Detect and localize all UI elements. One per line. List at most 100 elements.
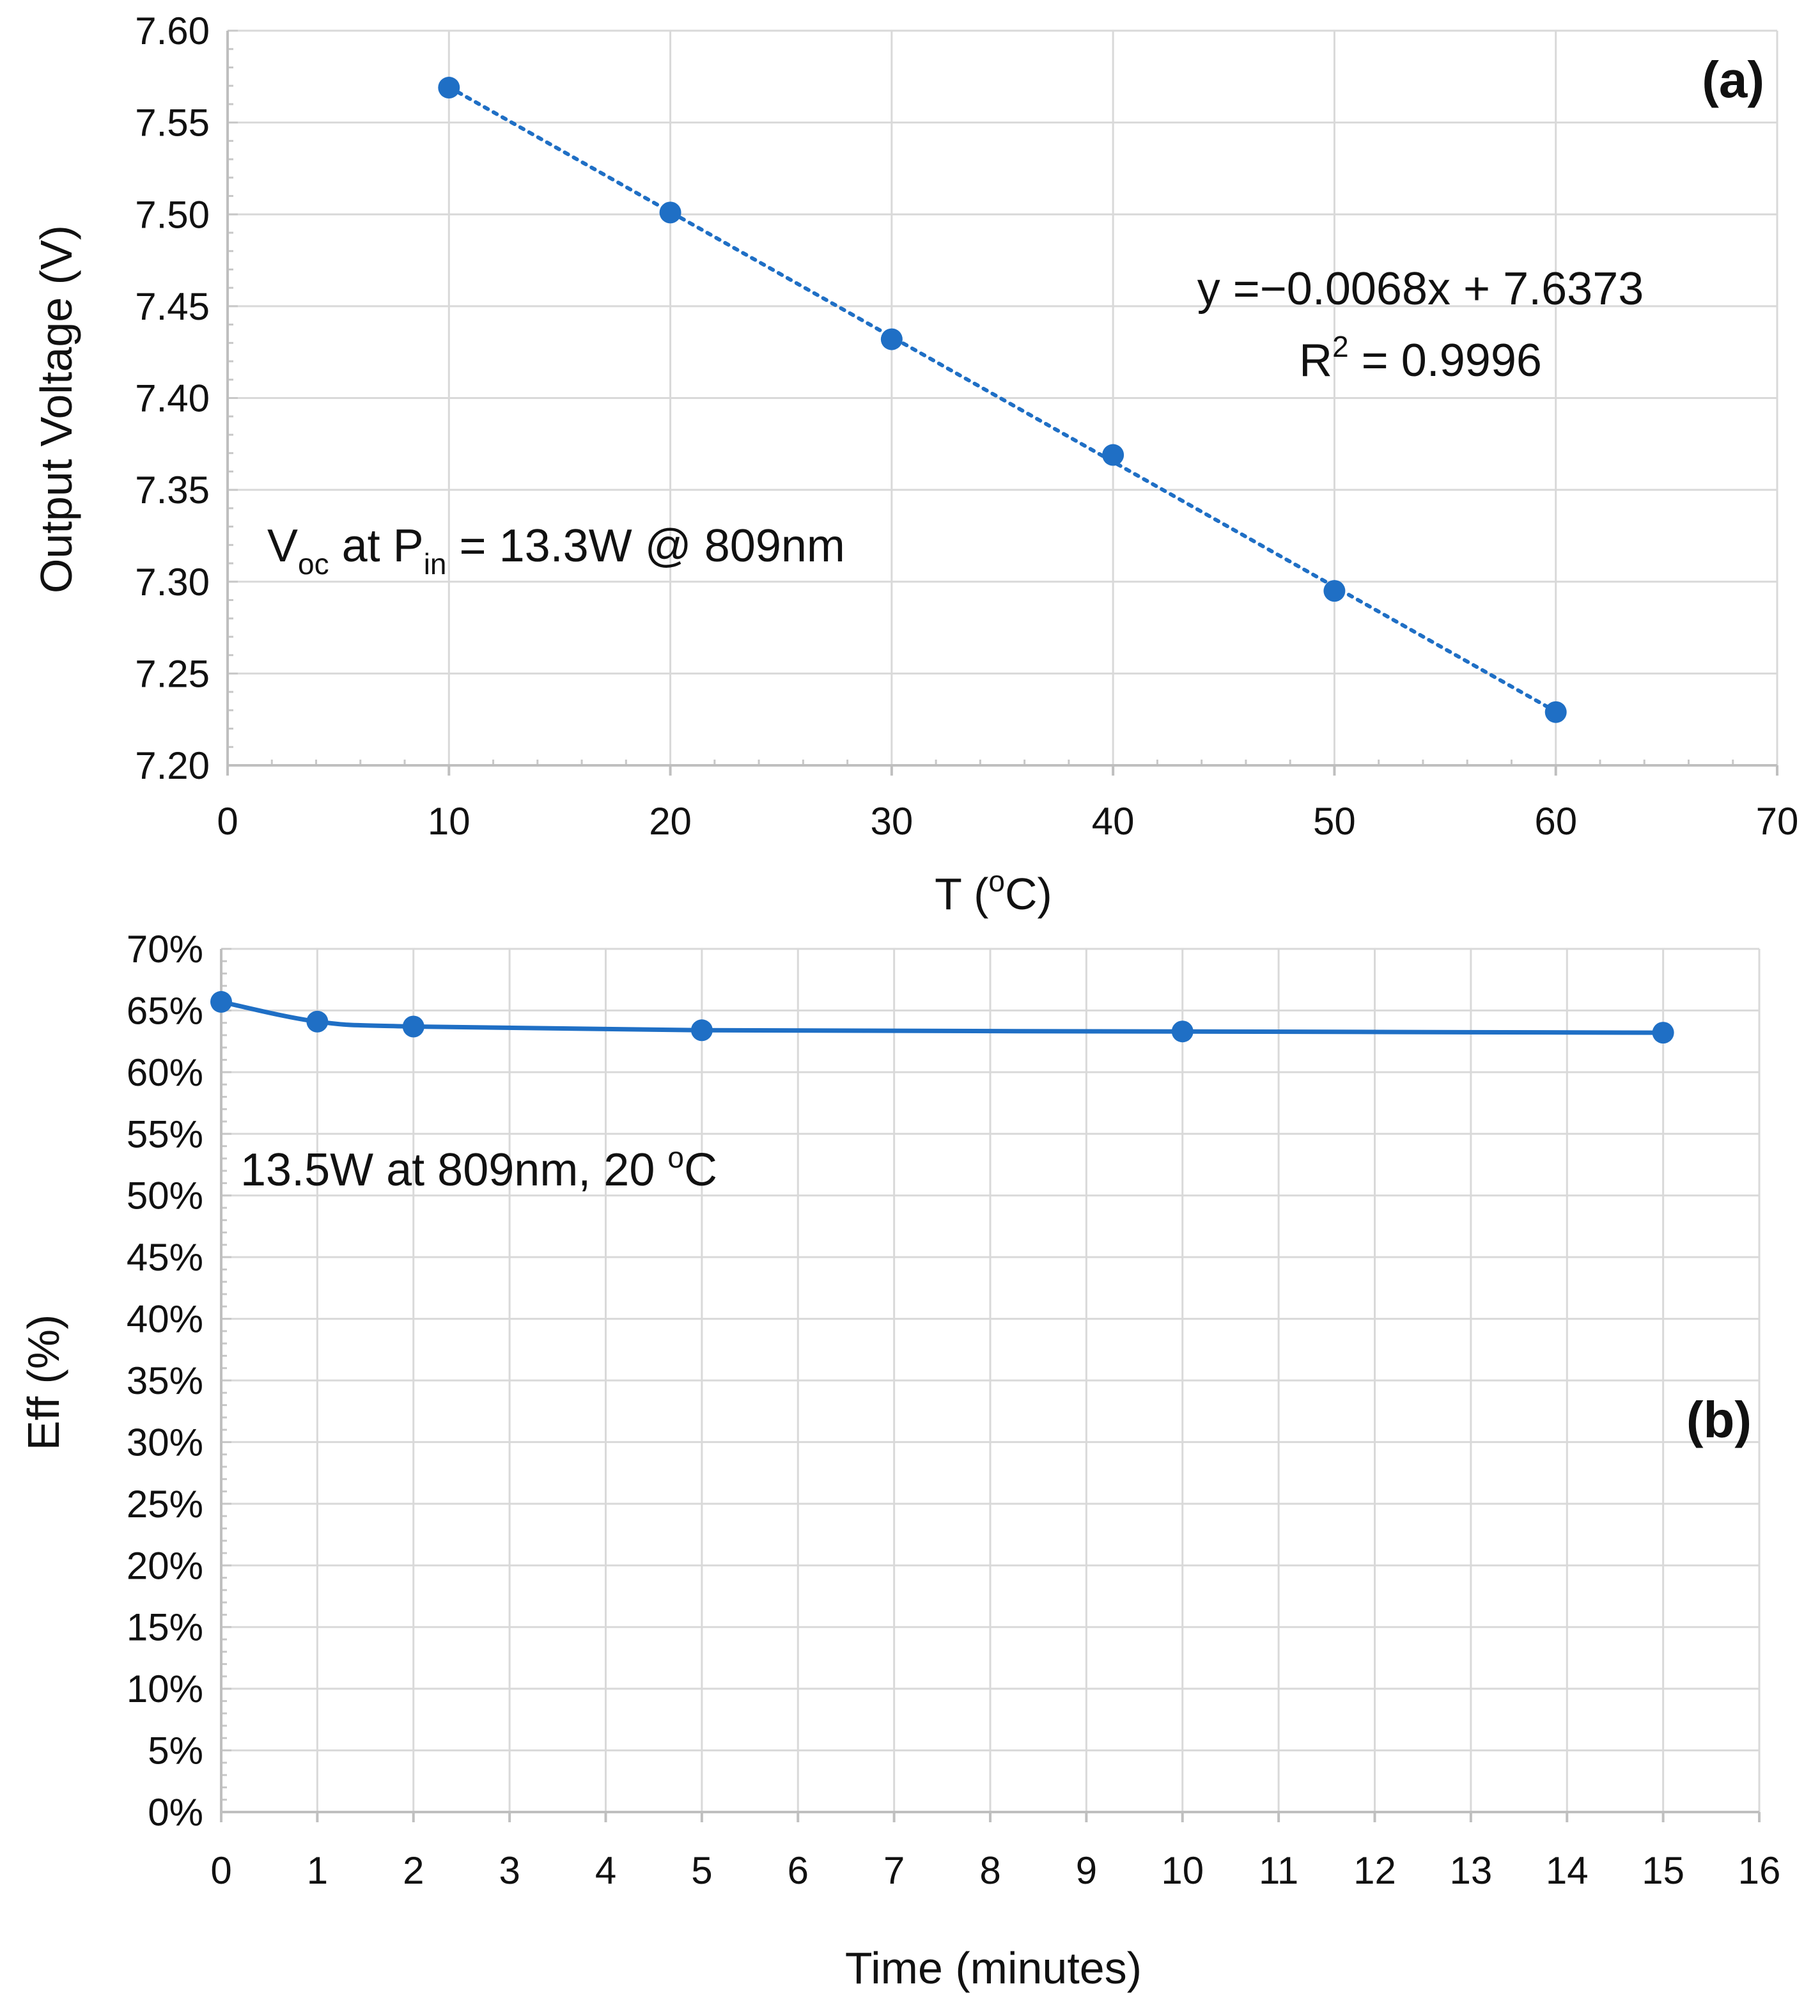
y-tick-label: 40%: [127, 1298, 203, 1341]
x-tick-label: 50: [1313, 800, 1356, 843]
linear-trendline: [447, 85, 1558, 714]
y-tick-label: 7.40: [135, 377, 210, 420]
y-tick-label: 60%: [127, 1051, 203, 1094]
data-points-b: [210, 990, 1674, 1044]
chart-panel-b: 0% 5% 10% 15% 20% 25% 30% 35% 40% 45% 50% 55% 60% 65%…: [19, 928, 1780, 1993]
chart-panel-a: 7.20 7.25 7.30 7.35 7.40 7.45 7.50 7.55 7.60 0 10…: [31, 10, 1798, 919]
data-point: [1652, 1022, 1674, 1044]
axes-b: [220, 949, 1761, 1822]
x-tick-label: 1: [307, 1849, 328, 1892]
data-point: [402, 1015, 424, 1038]
y-tick-label: 70%: [127, 928, 203, 971]
data-point: [1171, 1020, 1194, 1043]
y-tick-label: 0%: [148, 1791, 203, 1834]
y-tick-label: 35%: [127, 1359, 203, 1402]
grid-b: [221, 948, 1761, 1812]
x-tick-label: 30: [870, 800, 913, 843]
data-point: [880, 328, 903, 350]
x-tick-label: 7: [883, 1849, 905, 1892]
annotation-a-tail: = 13.3W @ 809nm: [447, 520, 845, 572]
annotation-a-v-sub: oc: [298, 547, 329, 581]
y-tick-label: 25%: [127, 1483, 203, 1526]
data-points-a: [438, 77, 1567, 723]
x-tick-label: 3: [499, 1849, 520, 1892]
x-tick-label: 5: [691, 1849, 712, 1892]
annotation-a-p-sub: in: [424, 547, 447, 581]
data-point: [210, 990, 232, 1013]
data-point: [1323, 580, 1346, 602]
x-tick-label: 4: [595, 1849, 616, 1892]
x-tick-label: 10: [1161, 1849, 1204, 1892]
y-tick-label: 20%: [127, 1544, 203, 1587]
x-tick-label: 70: [1756, 800, 1799, 843]
x-tick-label: 13: [1450, 1849, 1493, 1892]
x-tick-label: 0: [210, 1849, 231, 1892]
data-point: [659, 201, 681, 224]
minor-ticks-b: [221, 948, 231, 1813]
x-tick-labels-b: 0 1 2 3 4 5 6 7 8 9 10 11 12 13 14 15 16: [210, 1849, 1780, 1892]
y-tick-label: 65%: [127, 989, 203, 1032]
y-tick-label: 30%: [127, 1421, 203, 1464]
y-axis-title-b: Eff (%): [19, 1315, 68, 1451]
x-tick-label: 8: [979, 1849, 1000, 1892]
trendline-r-squared: R2 = 0.9996: [1299, 330, 1542, 386]
x-tick-label: 9: [1076, 1849, 1097, 1892]
panel-label-a: (a): [1702, 51, 1764, 108]
x-tick-label: 14: [1546, 1849, 1589, 1892]
panel-label-b: (b): [1686, 1391, 1752, 1448]
r2-sup: 2: [1332, 330, 1349, 363]
r2-prefix: R: [1299, 335, 1332, 386]
x-tick-label: 10: [428, 800, 471, 843]
annotation-a-v: V: [267, 520, 298, 572]
annotation-a-mid: at P: [329, 520, 424, 572]
y-tick-label: 7.30: [135, 561, 210, 604]
annotation-a: Voc at Pin = 13.3W @ 809nm: [267, 520, 845, 581]
x-tick-label: 40: [1092, 800, 1135, 843]
y-tick-label: 50%: [127, 1175, 203, 1217]
data-point: [1544, 701, 1567, 723]
x-axis-title-a: T (oC): [935, 864, 1052, 919]
y-tick-label: 55%: [127, 1113, 203, 1155]
x-tick-label: 15: [1642, 1849, 1684, 1892]
trendline-a: [447, 85, 1558, 714]
grid-a: [228, 29, 1778, 765]
y-tick-label: 7.45: [135, 285, 210, 328]
x-axis-title-a-tail: C): [1005, 869, 1052, 919]
data-point: [306, 1010, 329, 1033]
x-tick-label: 12: [1353, 1849, 1396, 1892]
trendline-equation: y =−0.0068x + 7.6373: [1197, 263, 1644, 315]
y-tick-label: 5%: [148, 1730, 203, 1772]
annotation-b: 13.5W at 809nm, 20 oC: [240, 1141, 717, 1196]
annotation-b-tail: C: [684, 1145, 717, 1196]
series-line-b: [221, 999, 1663, 1035]
data-point: [1102, 444, 1124, 466]
annotation-b-main: 13.5W at 809nm, 20: [240, 1145, 667, 1196]
data-point: [690, 1019, 713, 1042]
x-axis-title-a-sup: o: [988, 864, 1005, 898]
x-tick-label: 2: [403, 1849, 424, 1892]
y-tick-label: 7.55: [135, 102, 210, 145]
y-tick-labels-a: 7.20 7.25 7.30 7.35 7.40 7.45 7.50 7.55 7.60: [135, 10, 210, 787]
y-tick-label: 7.20: [135, 744, 210, 787]
y-tick-labels-b: 0% 5% 10% 15% 20% 25% 30% 35% 40% 45% 50% 55% 60% 65%…: [127, 928, 203, 1834]
x-tick-labels-a: 0 10 20 30 40 50 60 70: [217, 800, 1798, 843]
y-tick-label: 45%: [127, 1236, 203, 1279]
x-tick-label: 11: [1259, 1849, 1298, 1892]
x-tick-label: 60: [1534, 800, 1577, 843]
y-tick-label: 10%: [127, 1668, 203, 1710]
x-tick-label: 20: [649, 800, 692, 843]
axes-a: [226, 31, 1778, 776]
annotation-b-sup: o: [667, 1141, 684, 1174]
x-tick-label: 6: [788, 1849, 809, 1892]
y-axis-title-a: Output Voltage (V): [31, 225, 81, 593]
series-line: [221, 999, 1663, 1035]
y-tick-label: 7.50: [135, 193, 210, 236]
y-tick-label: 7.60: [135, 10, 210, 52]
data-point: [438, 77, 460, 99]
r2-value: = 0.9996: [1349, 335, 1542, 386]
x-tick-label: 0: [217, 800, 238, 843]
y-tick-label: 15%: [127, 1606, 203, 1649]
y-tick-label: 7.35: [135, 469, 210, 512]
x-axis-title-b: Time (minutes): [845, 1943, 1142, 1993]
